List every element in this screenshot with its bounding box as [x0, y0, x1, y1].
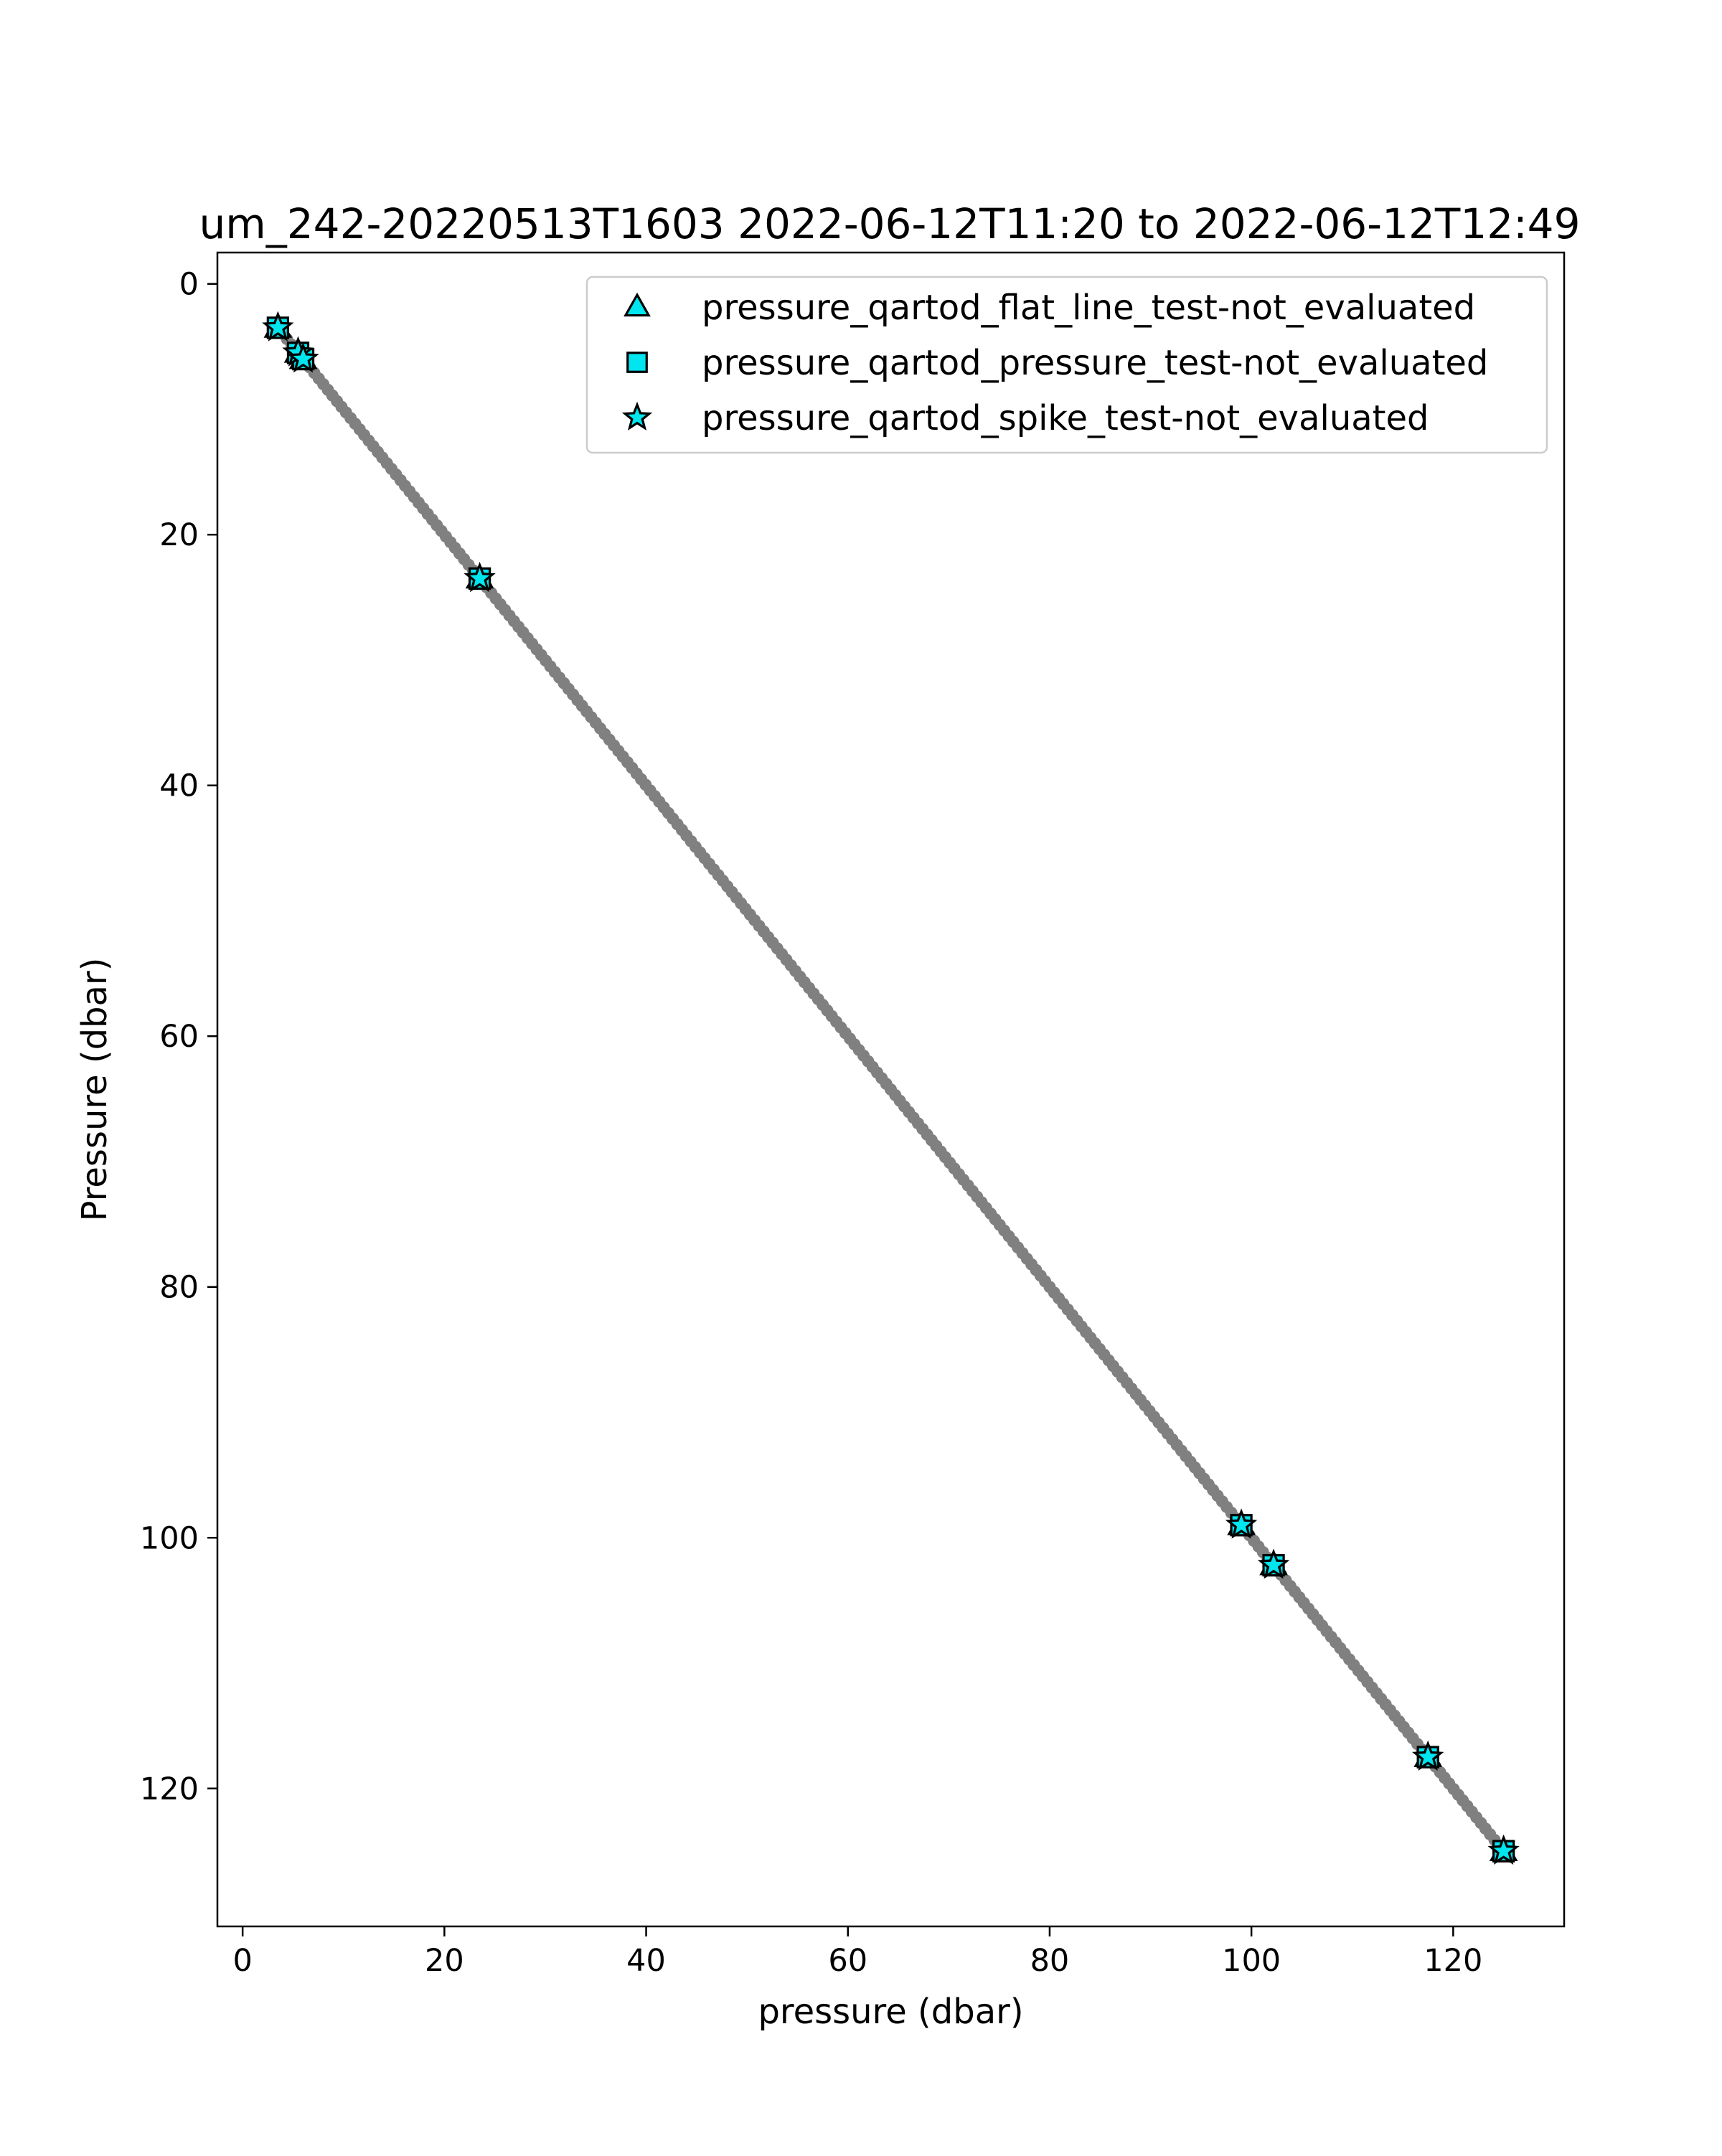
star-marker	[1487, 1834, 1520, 1865]
x-tick-label: 20	[425, 1943, 464, 1979]
x-tick-label: 60	[828, 1943, 867, 1979]
x-axis: 0 20 40 60 80 100 120	[232, 1926, 1482, 1979]
series-star	[262, 311, 1520, 1865]
legend-label: pressure_qartod_pressure_test-not_evalua…	[702, 343, 1488, 383]
y-axis: 0 20 40 60 80 100 120	[140, 267, 217, 1807]
star-marker	[1257, 1548, 1290, 1579]
x-axis-title: pressure (dbar)	[758, 1992, 1023, 2032]
plot-area	[262, 311, 1520, 1865]
y-tick-label: 40	[159, 768, 199, 804]
y-tick-label: 60	[159, 1019, 199, 1055]
legend-label: pressure_qartod_flat_line_test-not_evalu…	[702, 288, 1475, 328]
star-marker	[262, 311, 294, 342]
x-tick-label: 120	[1424, 1943, 1482, 1979]
legend-triangle-icon	[624, 292, 651, 317]
x-tick-label: 80	[1030, 1943, 1070, 1979]
x-tick-label: 0	[232, 1943, 252, 1979]
chart-title: um_242-20220513T1603 2022-06-12T11:20 to…	[199, 199, 1581, 248]
star-marker	[1411, 1740, 1444, 1771]
star-marker	[464, 562, 496, 593]
y-tick-label: 20	[159, 517, 199, 553]
y-tick-label: 0	[179, 267, 199, 303]
star-marker	[1225, 1508, 1258, 1539]
y-axis-title: Pressure (dbar)	[75, 958, 115, 1222]
star-marker	[287, 342, 319, 373]
y-tick-label: 80	[159, 1270, 199, 1306]
plot-frame	[216, 251, 1566, 1928]
y-tick-label: 100	[140, 1520, 199, 1556]
legend-box	[585, 276, 1548, 454]
legend: pressure_qartod_flat_line_test-not_evalu…	[585, 276, 1548, 454]
x-tick-label: 40	[626, 1943, 666, 1979]
x-tick-label: 100	[1222, 1943, 1281, 1979]
legend-star-icon	[621, 401, 653, 431]
y-tick-label: 120	[140, 1771, 199, 1807]
legend-square-icon	[626, 352, 648, 373]
legend-label: pressure_qartod_spike_test-not_evaluated	[702, 398, 1429, 438]
